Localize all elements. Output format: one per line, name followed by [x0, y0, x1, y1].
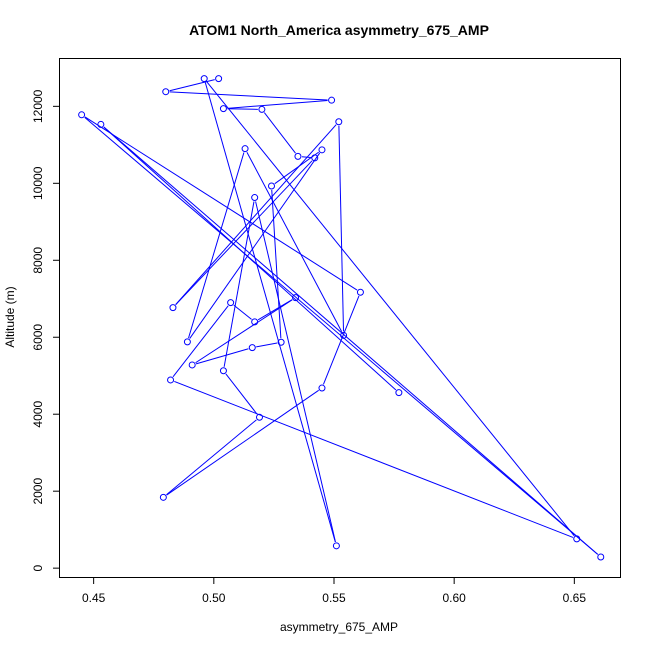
series-segment [195, 299, 293, 364]
data-point [340, 331, 348, 339]
series-segment [256, 342, 278, 348]
x-tick-label: 0.60 [442, 591, 466, 605]
series-segment [175, 160, 313, 306]
data-point [248, 344, 256, 352]
y-axis: 0 2000 4000 6000 8000 10000 12000 [31, 89, 60, 571]
x-tick-label: 0.50 [202, 591, 226, 605]
data-point [97, 120, 105, 128]
series-segment [188, 152, 245, 339]
data-point [335, 118, 343, 126]
series-segment [206, 81, 575, 537]
series-segment [301, 156, 311, 159]
x-tick-label: 0.65 [563, 591, 587, 605]
data-point [318, 146, 326, 154]
data-point [318, 384, 326, 392]
series-segment [204, 82, 336, 543]
series-segment [84, 116, 358, 291]
data-point [162, 88, 170, 96]
data-point [241, 145, 249, 153]
data-point [597, 553, 605, 561]
data-point [255, 413, 263, 421]
chart-title: ATOM1 North_America asymmetry_675_AMP [189, 22, 489, 38]
series-segment [271, 189, 282, 339]
data-point [294, 152, 302, 160]
y-tick-label: 0 [31, 564, 45, 571]
data-point [356, 288, 364, 296]
data-point [188, 361, 196, 369]
data-point [169, 304, 177, 312]
data-point [78, 111, 86, 119]
data-point [215, 75, 223, 83]
data-point [258, 105, 266, 113]
plot-frame [59, 58, 621, 578]
y-axis-label: Altitude (m) [3, 286, 17, 347]
data-point [167, 376, 175, 384]
series-segment [84, 117, 599, 555]
y-tick-label: 8000 [31, 247, 45, 274]
data-point [251, 194, 259, 202]
series-segment [174, 380, 574, 538]
data-point [200, 75, 208, 83]
data-point [268, 182, 276, 190]
y-tick-label: 6000 [31, 324, 45, 351]
data-series [78, 75, 605, 561]
series-segment [166, 389, 319, 496]
series-segment [223, 201, 255, 367]
series-segment [175, 124, 337, 305]
series-segment [233, 304, 252, 320]
series-segment [263, 112, 296, 154]
series-segment [169, 91, 328, 101]
series-segment [227, 99, 328, 109]
x-tick-label: 0.55 [322, 591, 346, 605]
series-segment [189, 152, 321, 339]
y-tick-label: 10000 [31, 166, 45, 200]
series-segment [103, 126, 599, 555]
series-segment [166, 419, 257, 496]
data-point [227, 299, 235, 307]
data-point [332, 542, 340, 550]
series-segment [195, 348, 249, 365]
series-segment [225, 373, 258, 415]
data-point [328, 96, 336, 104]
data-point [573, 535, 581, 543]
data-point [219, 105, 227, 113]
data-point [277, 338, 285, 346]
series-segment [103, 126, 397, 391]
series-segment [246, 151, 343, 333]
data-point [183, 338, 191, 346]
series-segment [172, 305, 229, 378]
y-tick-label: 4000 [31, 401, 45, 428]
data-point [395, 389, 403, 397]
series-segment [227, 108, 258, 110]
data-point [292, 294, 300, 302]
data-point [251, 318, 259, 326]
series-segment [338, 125, 345, 332]
data-point [159, 493, 167, 501]
y-tick-label: 2000 [31, 478, 45, 505]
data-point [219, 367, 227, 375]
x-axis-label: asymmetry_675_AMP [280, 620, 398, 634]
data-point [311, 154, 319, 162]
x-axis: 0.45 0.50 0.55 0.60 0.65 [82, 577, 586, 605]
series-segment [255, 201, 336, 543]
x-tick-label: 0.45 [82, 591, 106, 605]
series-segment [257, 299, 293, 321]
series-segment [169, 79, 215, 92]
y-tick-label: 12000 [31, 89, 45, 123]
